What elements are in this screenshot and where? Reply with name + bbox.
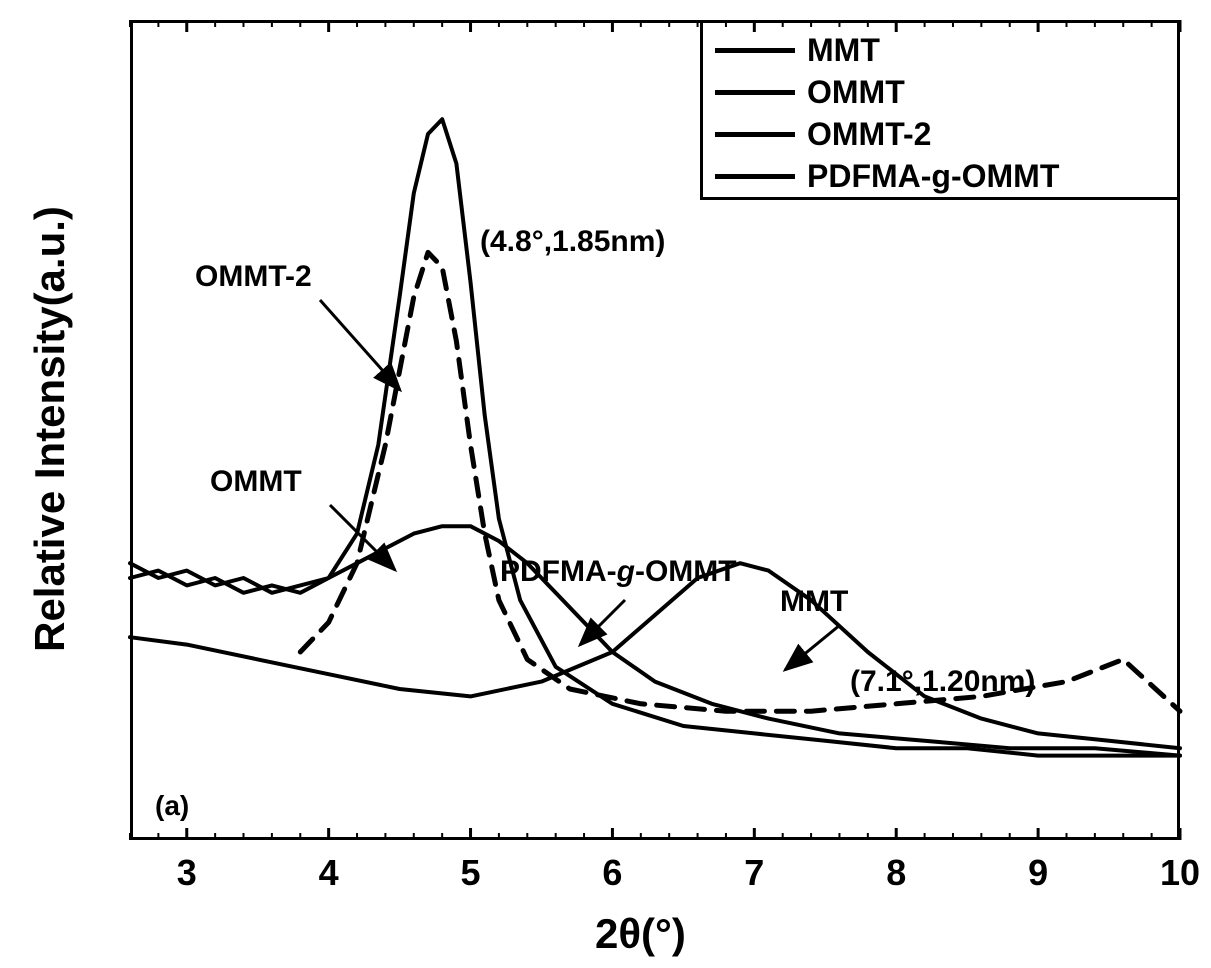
x-tick-label: 6 (602, 852, 622, 893)
chart-svg: 3 4 5 6 7 8 9 10 (0, 0, 1211, 968)
annotation-text: (4.8°,1.85nm) (480, 225, 665, 259)
x-tick-label: 5 (461, 852, 481, 893)
annotation-arrow (785, 625, 840, 670)
xrd-chart: Relative Intensity(a.u.) 2θ(°) MMTOMMTOM… (0, 0, 1211, 968)
x-tick-label: 3 (177, 852, 197, 893)
annotation-text: MMT (780, 585, 848, 619)
x-tick-label: 9 (1028, 852, 1048, 893)
x-tick-label: 4 (319, 852, 339, 893)
series-ommt-2 (130, 119, 1180, 755)
annotation-arrow (320, 300, 400, 390)
annotation-text: OMMT (210, 465, 302, 499)
x-tick-label: 8 (886, 852, 906, 893)
annotation-text: OMMT-2 (195, 260, 312, 294)
x-tick-label: 7 (744, 852, 764, 893)
x-tick-label: 10 (1160, 852, 1200, 893)
annotation-text: (7.1°,1.20nm) (850, 665, 1035, 699)
annotation-text: PDFMA-g-OMMT (500, 555, 737, 589)
series-ommt (300, 252, 1180, 711)
